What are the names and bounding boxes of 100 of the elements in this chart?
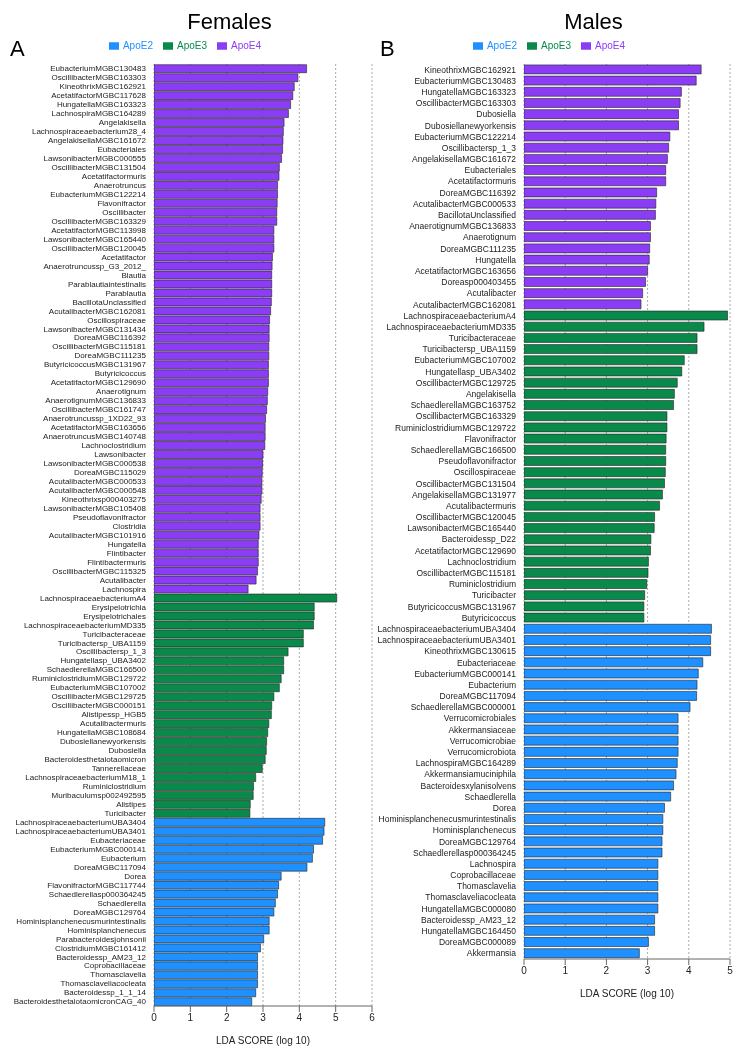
legend-label: ApoE3 — [176, 40, 208, 51]
x-tick-label: 4 — [686, 965, 693, 977]
y-tick-label: OscillibacterMGBC115181 — [416, 568, 517, 579]
y-tick-label: Kineothrixsp000403275 — [61, 494, 147, 504]
y-tick-label: OscillibacterMGBC161747 — [51, 405, 147, 415]
y-tick-label: Bacteroidesxylanisolvens — [420, 780, 516, 791]
y-tick-label: Bacteroidessp_1_1_14 — [64, 988, 147, 998]
y-tick-label: Eubacteriales — [97, 145, 146, 155]
y-tick-label: LachnospiraceaebacteriumMD335 — [386, 321, 517, 332]
y-tick-label: DoreaMGBC111235 — [440, 243, 517, 254]
y-tick-label: Turicibacter — [104, 808, 147, 818]
y-tick-label: Clostridia — [112, 521, 147, 531]
x-tick-label: 4 — [296, 1012, 303, 1024]
y-tick-label: BacteroidesthetaiotaomicronCAG_40 — [13, 997, 147, 1007]
y-tick-label: Oscillibacter — [102, 207, 147, 217]
y-tick-label: EubacteriumMGBC130483 — [50, 64, 147, 74]
y-tick-label: Hominisplanchenecusmurintestinalis — [378, 814, 516, 825]
y-tick-label: Hominisplanchenecus — [432, 825, 516, 836]
y-tick-label: DoreaMGBC116392 — [73, 333, 147, 343]
y-tick-label: Hungatella — [475, 254, 517, 265]
y-tick-label: Dorea — [492, 802, 517, 813]
y-tick-label: DoreaMGBC115029 — [73, 468, 147, 478]
text: B — [380, 36, 395, 62]
y-tick-label: Thomasclaveliacocleata — [60, 979, 147, 989]
y-tick-label: Parablautiaintestinalis — [68, 279, 146, 289]
legend-label: ApoE3 — [540, 40, 572, 51]
y-tick-label: Bacteroidessp_D22 — [441, 534, 517, 545]
y-tick-label: LawsonibacterMGBC131434 — [43, 324, 147, 334]
y-tick-label: Acutalibactermuris — [446, 500, 516, 511]
y-tick-label: Flavonifractor — [464, 433, 517, 444]
y-tick-label: ButyricicoccusMGBC131967 — [43, 360, 147, 370]
y-tick-label: FlavonifractorMGBC117744 — [47, 880, 147, 890]
y-tick-label: AcutalibacterMGBC162081 — [48, 306, 147, 316]
y-tick-label: Anaerotignum — [463, 232, 516, 243]
y-tick-label: ClostridiumMGBC161412 — [55, 943, 147, 953]
legend-label: ApoE2 — [486, 40, 517, 51]
x-tick-label: 2 — [603, 965, 610, 977]
y-tick-label: Anaerotruncussp_1XD22_93 — [43, 414, 147, 424]
y-tick-label: Pseudoflavonifractor — [438, 456, 517, 467]
y-tick-label: AcetatifactorMGBC163656 — [50, 423, 147, 433]
y-tick-label: LachnospiraceaebacteriumMD335 — [23, 620, 147, 630]
y-tick-label: OscillibacterMGBC000151 — [51, 701, 147, 711]
y-tick-label: EubacteriumMGBC122214 — [50, 189, 147, 199]
y-tick-label: Dubosiella — [108, 746, 147, 756]
y-tick-label: Oscillospiraceae — [453, 467, 517, 478]
y-tick-label: KineothrixMGBC130615 — [424, 646, 517, 657]
legend-label: ApoE4 — [595, 40, 626, 51]
y-tick-label: LachnospiraceaebacteriumUBA3401 — [377, 635, 517, 646]
y-tick-label: EubacteriumMGBC000141 — [414, 668, 517, 679]
y-tick-label: Turicibactersp_UBA1159 — [422, 344, 517, 355]
y-tick-label: Schaedlerellasp000364245 — [412, 847, 517, 858]
x-tick-label: 6 — [369, 1012, 376, 1024]
y-tick-label: Oscillibactersp_1_3 — [441, 142, 517, 153]
y-tick-label: Lachnoclostridium — [81, 441, 147, 451]
y-tick-label: Flavonifractor — [97, 198, 147, 208]
text: A — [10, 36, 25, 62]
y-tick-label: DoreaMGBC129764 — [438, 836, 517, 847]
y-tick-label: EubacteriumMGBC000141 — [50, 844, 147, 854]
y-tick-label: Turicibactersp_UBA1159 — [57, 638, 147, 648]
y-tick-label: Eubacteriaceae — [90, 835, 147, 845]
y-tick-label: Muribaculumsp002492595 — [51, 791, 147, 801]
y-tick-label: Acetatifactormuris — [447, 176, 516, 187]
y-tick-label: RuminiclostridiumMGBC129722 — [31, 674, 147, 684]
y-tick-label: Turicibacteraceae — [82, 629, 147, 639]
y-tick-label: LawsonibacterMGBC000538 — [43, 459, 147, 469]
y-tick-label: OscillibacterMGBC163303 — [51, 73, 147, 83]
y-tick-label: Bacteroidesthetaiotaomicron — [44, 755, 146, 765]
y-tick-label: Butyricicoccus — [461, 612, 516, 623]
y-tick-label: Turicibacter — [471, 590, 517, 601]
y-tick-label: Turicibacteraceae — [448, 333, 517, 344]
y-tick-label: Lachnoclostridium — [447, 556, 516, 567]
y-tick-label: Thomasclavelia — [456, 881, 517, 892]
y-tick-label: Akkermansiaceae — [448, 724, 517, 735]
y-tick-label: Lachnospira — [102, 584, 147, 594]
y-tick-label: LawsonibacterMGBC105408 — [43, 503, 147, 513]
y-tick-label: Bacteroidessp_AM23_12 — [56, 952, 147, 962]
y-tick-label: DoreaMGBC129764 — [73, 907, 147, 917]
y-tick-label: Alistipes — [116, 799, 146, 809]
y-tick-label: OscillibacterMGBC163303 — [415, 98, 517, 109]
y-tick-label: AngelakisellaMGBC131977 — [412, 489, 517, 500]
y-tick-label: AnaerotignumMGBC136833 — [409, 221, 517, 232]
y-tick-label: OscillibacterMGBC115181 — [52, 342, 147, 352]
y-tick-label: Thomasclavelia — [90, 970, 147, 980]
y-tick-label: LachnospiraMGBC164289 — [415, 758, 517, 769]
y-tick-label: Blautia — [121, 270, 147, 280]
y-tick-label: OscillibacterMGBC163329 — [51, 216, 147, 226]
y-tick-label: Hungatella — [107, 539, 147, 549]
y-tick-label: AcetatifactorMGBC129690 — [50, 378, 147, 388]
y-tick-label: AcetatifactorMGBC163656 — [414, 265, 517, 276]
y-tick-label: AcutalibacterMGBC000533 — [48, 477, 147, 487]
y-tick-label: Verrucomicrobiales — [443, 713, 516, 724]
x-tick-label: 5 — [727, 965, 734, 977]
y-tick-label: AcutalibacterMGBC000548 — [48, 485, 147, 495]
y-tick-label: SchaedlerellaMGBC163752 — [410, 400, 517, 411]
y-tick-label: Schaedlerella — [97, 898, 147, 908]
y-tick-label: AcutalibacterMGBC101916 — [48, 530, 147, 540]
y-tick-label: DoreaMGBC117094 — [439, 691, 517, 702]
y-tick-label: Alistipessp_HGB5 — [81, 710, 147, 720]
y-tick-label: OscillibacterMGBC115325 — [52, 566, 147, 576]
y-tick-label: Acutalibacter — [466, 288, 517, 299]
